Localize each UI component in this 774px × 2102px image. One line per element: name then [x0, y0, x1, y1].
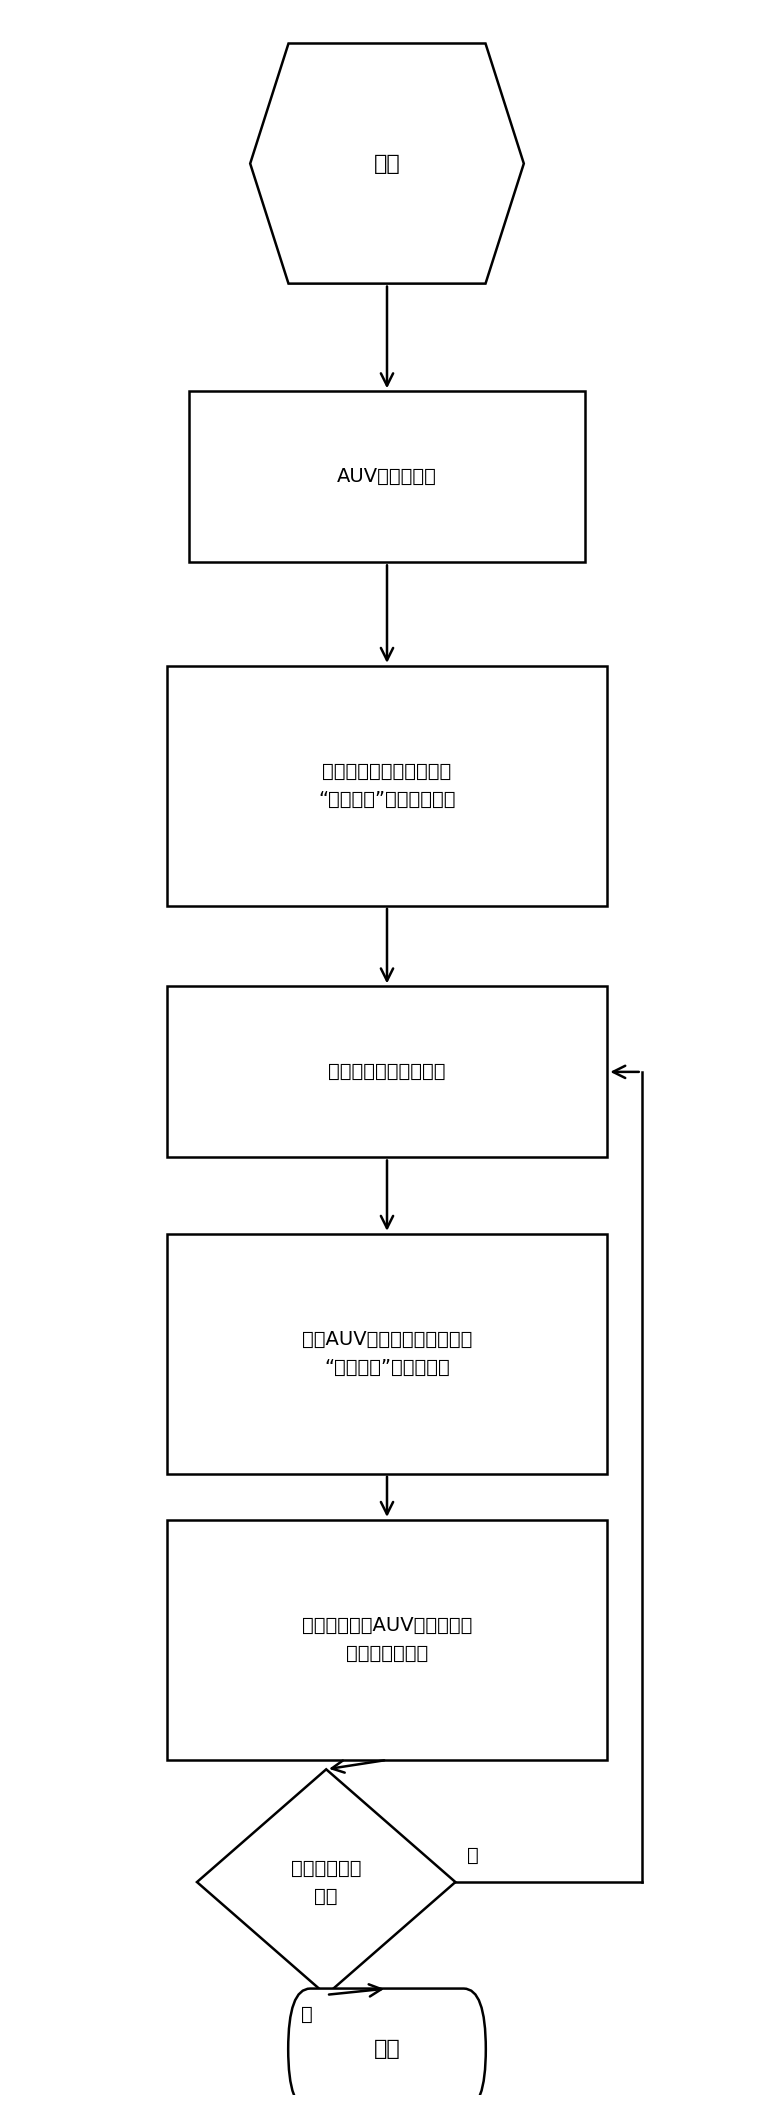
- Text: 准备: 准备: [374, 153, 400, 174]
- Bar: [190, 391, 584, 563]
- Text: 结合模型解算AUV三维路径跟
踪动力学控制律: 结合模型解算AUV三维路径跟 踪动力学控制律: [302, 1616, 472, 1663]
- Polygon shape: [250, 44, 524, 284]
- Bar: [166, 1520, 608, 1759]
- Polygon shape: [197, 1770, 455, 1995]
- FancyBboxPatch shape: [288, 1988, 486, 2102]
- Text: 结束: 结束: [374, 2039, 400, 2060]
- Text: 计算三维路径跟踪误差: 计算三维路径跟踪误差: [328, 1062, 446, 1080]
- Text: 判断任务是否
完成: 判断任务是否 完成: [291, 1858, 361, 1907]
- Text: 否: 否: [467, 1846, 478, 1864]
- Bar: [166, 986, 608, 1158]
- Bar: [166, 1234, 608, 1474]
- Text: 计算AUV运动学等价控制律及
“虚拟向导”点移动速度: 计算AUV运动学等价控制律及 “虚拟向导”点移动速度: [302, 1331, 472, 1377]
- Text: AUV初始化设置: AUV初始化设置: [337, 467, 437, 486]
- Bar: [166, 666, 608, 906]
- Text: 设定期望三维跟踪路径及
“虚拟向导”初始位置信息: 设定期望三维跟踪路径及 “虚拟向导”初始位置信息: [318, 763, 456, 809]
- Text: 是: 是: [301, 2005, 313, 2024]
